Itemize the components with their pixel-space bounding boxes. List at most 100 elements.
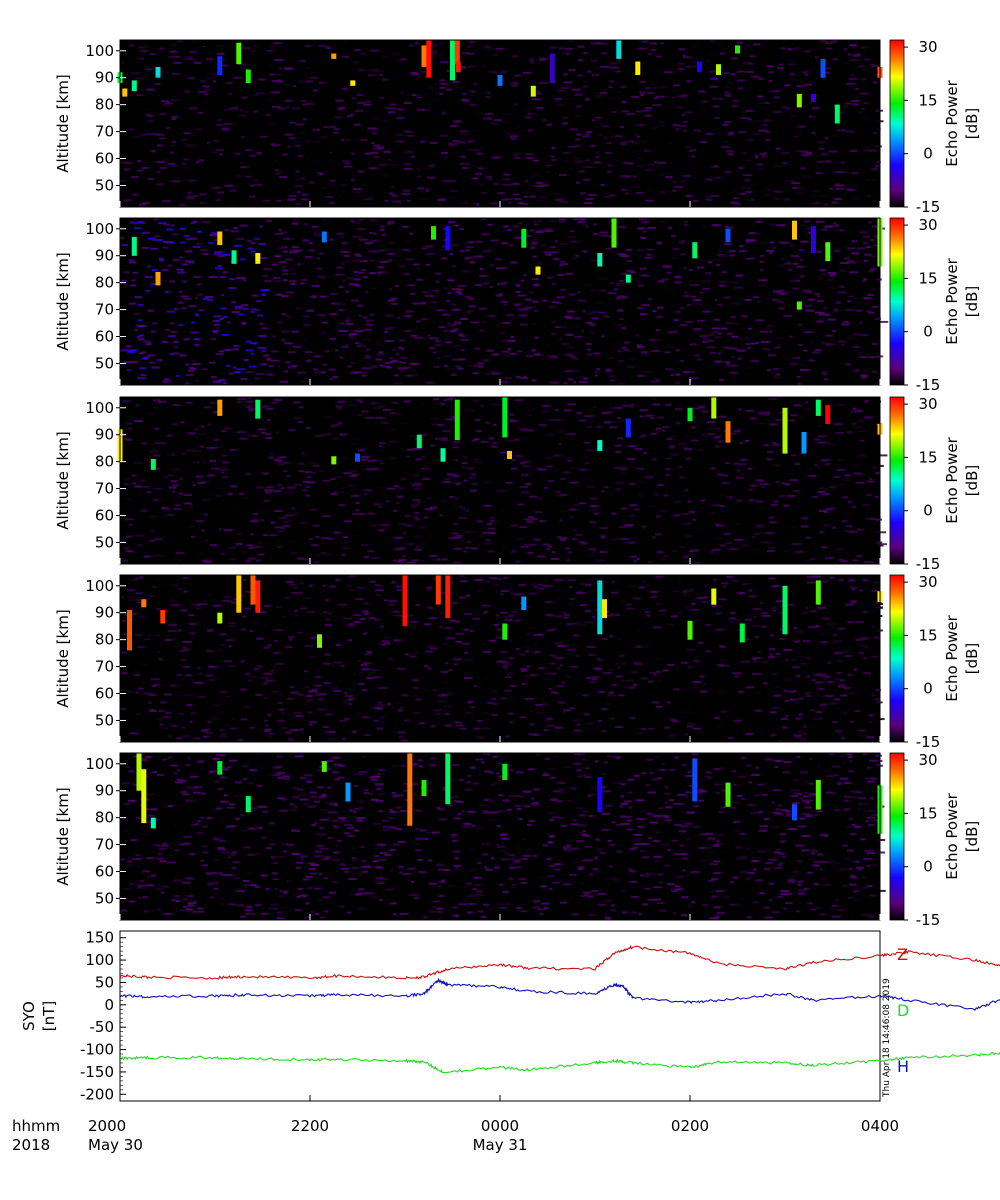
noise-cell xyxy=(459,85,465,88)
noise-cell xyxy=(568,167,575,170)
noise-cell xyxy=(140,134,147,137)
noise-cell xyxy=(382,78,388,81)
noise-cell xyxy=(352,673,356,676)
noise-cell xyxy=(465,200,469,203)
noise-cell xyxy=(182,307,187,310)
noise-cell xyxy=(819,313,828,316)
noise-cell xyxy=(582,310,586,313)
noise-cell xyxy=(330,477,336,480)
noise-cell xyxy=(696,597,705,600)
noise-cell xyxy=(398,522,407,525)
noise-cell xyxy=(405,258,414,261)
noise-cell xyxy=(865,517,872,520)
noise-cell xyxy=(322,363,328,366)
noise-cell xyxy=(459,67,466,70)
noise-cell xyxy=(558,174,567,176)
noise-cell xyxy=(704,596,709,599)
noise-cell xyxy=(133,221,138,224)
noise-cell xyxy=(506,113,510,116)
noise-cell xyxy=(754,232,761,235)
noise-cell xyxy=(182,735,191,738)
noise-cell xyxy=(634,334,639,337)
noise-cell xyxy=(357,343,362,346)
noise-cell xyxy=(287,697,294,700)
noise-cell xyxy=(793,135,798,138)
noise-cell xyxy=(465,546,472,549)
noise-cell xyxy=(778,714,786,717)
noise-cell xyxy=(439,81,444,84)
noise-cell xyxy=(424,508,433,511)
noise-cell xyxy=(298,406,304,409)
noise-cell xyxy=(373,144,381,147)
noise-cell xyxy=(546,171,550,174)
noise-cell xyxy=(228,372,234,375)
noise-cell xyxy=(332,424,342,427)
noise-cell xyxy=(719,493,728,496)
noise-cell xyxy=(465,595,470,598)
noise-cell xyxy=(507,348,512,351)
noise-cell xyxy=(362,316,369,319)
noise-cell xyxy=(490,122,499,125)
noise-cell xyxy=(280,519,284,522)
noise-cell xyxy=(507,417,515,420)
noise-cell xyxy=(275,293,282,296)
noise-cell xyxy=(599,550,608,553)
noise-cell xyxy=(875,400,881,403)
noise-cell xyxy=(446,418,456,421)
noise-cell xyxy=(695,299,700,302)
noise-cell xyxy=(436,423,442,426)
noise-cell xyxy=(769,541,775,544)
noise-cell xyxy=(724,225,729,228)
noise-cell xyxy=(539,58,547,61)
noise-cell xyxy=(841,343,845,346)
noise-cell xyxy=(748,499,755,502)
noise-cell xyxy=(745,70,754,73)
noise-cell xyxy=(348,703,353,706)
noise-cell xyxy=(423,516,428,519)
noise-cell xyxy=(186,373,194,376)
noise-cell xyxy=(241,322,247,324)
noise-cell xyxy=(269,669,275,672)
noise-cell xyxy=(591,317,599,320)
noise-cell xyxy=(741,315,748,318)
noise-cell xyxy=(298,178,303,181)
noise-cell xyxy=(692,199,699,202)
noise-cell xyxy=(501,340,505,343)
noise-cell xyxy=(443,365,447,367)
noise-cell xyxy=(513,58,523,61)
noise-cell xyxy=(504,130,509,133)
noise-cell xyxy=(862,369,868,372)
noise-cell xyxy=(874,145,882,148)
noise-cell xyxy=(124,199,132,202)
noise-cell xyxy=(489,202,498,205)
noise-cell xyxy=(744,179,750,182)
noise-cell xyxy=(654,167,659,170)
colorbar-gradient xyxy=(889,396,905,565)
noise-cell xyxy=(842,62,848,64)
noise-cell xyxy=(647,91,655,94)
noise-cell xyxy=(389,357,394,359)
noise-cell xyxy=(358,314,362,317)
noise-cell xyxy=(247,489,252,492)
noise-cell xyxy=(553,454,562,457)
noise-cell xyxy=(833,308,838,311)
noise-cell xyxy=(137,304,144,307)
noise-cell xyxy=(524,529,528,532)
noise-cell xyxy=(564,47,573,50)
noise-cell xyxy=(503,281,508,284)
noise-cell xyxy=(334,302,340,305)
noise-cell xyxy=(517,202,524,205)
noise-cell xyxy=(369,231,373,234)
noise-cell xyxy=(291,507,295,510)
noise-cell xyxy=(565,272,574,275)
noise-cell xyxy=(572,357,578,360)
noise-cell xyxy=(820,459,828,462)
noise-cell xyxy=(452,328,459,331)
noise-cell xyxy=(839,111,844,114)
noise-cell xyxy=(210,338,217,341)
noise-cell xyxy=(681,730,689,733)
y-tick-label: 50 xyxy=(95,533,114,551)
noise-cell xyxy=(833,247,841,250)
noise-cell xyxy=(815,102,820,105)
noise-cell xyxy=(389,96,396,99)
